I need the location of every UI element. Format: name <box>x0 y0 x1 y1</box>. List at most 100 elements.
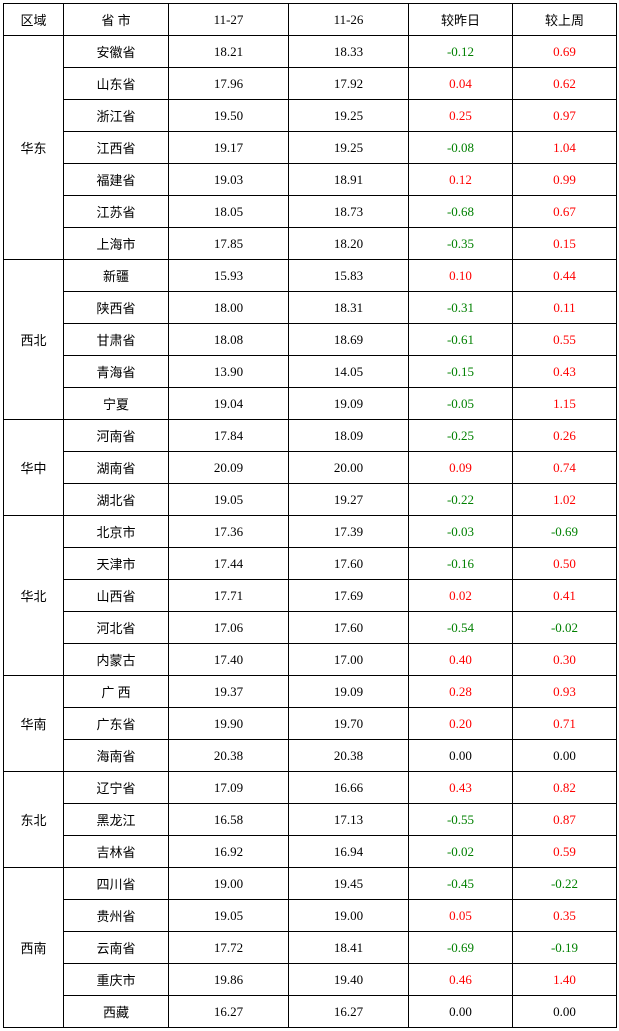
province-cell: 山西省 <box>64 580 169 612</box>
table-header: 区域 省 市 11-27 11-26 较昨日 较上周 <box>4 4 617 36</box>
value-cell-date1: 19.37 <box>169 676 289 708</box>
diff-week-cell: 0.87 <box>513 804 617 836</box>
diff-week-cell: 0.26 <box>513 420 617 452</box>
value-cell-date2: 20.00 <box>289 452 409 484</box>
table-row: 重庆市19.8619.400.461.40 <box>4 964 617 996</box>
diff-day-cell: 0.28 <box>409 676 513 708</box>
table-row: 江西省19.1719.25-0.081.04 <box>4 132 617 164</box>
table-row: 华中河南省17.8418.09-0.250.26 <box>4 420 617 452</box>
table-row: 山西省17.7117.690.020.41 <box>4 580 617 612</box>
value-cell-date2: 19.25 <box>289 132 409 164</box>
province-cell: 北京市 <box>64 516 169 548</box>
value-cell-date1: 16.27 <box>169 996 289 1028</box>
table-row: 宁夏19.0419.09-0.051.15 <box>4 388 617 420</box>
province-cell: 吉林省 <box>64 836 169 868</box>
value-cell-date1: 16.58 <box>169 804 289 836</box>
province-cell: 青海省 <box>64 356 169 388</box>
table-row: 黑龙江16.5817.13-0.550.87 <box>4 804 617 836</box>
diff-week-cell: 0.44 <box>513 260 617 292</box>
value-cell-date2: 17.00 <box>289 644 409 676</box>
diff-week-cell: 0.00 <box>513 996 617 1028</box>
province-cell: 福建省 <box>64 164 169 196</box>
value-cell-date1: 17.40 <box>169 644 289 676</box>
region-cell: 西南 <box>4 868 64 1028</box>
header-row: 区域 省 市 11-27 11-26 较昨日 较上周 <box>4 4 617 36</box>
value-cell-date1: 18.08 <box>169 324 289 356</box>
region-cell: 华南 <box>4 676 64 772</box>
value-cell-date2: 19.27 <box>289 484 409 516</box>
value-cell-date1: 20.38 <box>169 740 289 772</box>
table-row: 陕西省18.0018.31-0.310.11 <box>4 292 617 324</box>
province-cell: 广东省 <box>64 708 169 740</box>
diff-day-cell: 0.10 <box>409 260 513 292</box>
table-row: 西藏16.2716.270.000.00 <box>4 996 617 1028</box>
diff-week-cell: 0.15 <box>513 228 617 260</box>
value-cell-date1: 19.50 <box>169 100 289 132</box>
value-cell-date2: 16.66 <box>289 772 409 804</box>
table-body: 华东安徽省18.2118.33-0.120.69山东省17.9617.920.0… <box>4 36 617 1028</box>
diff-day-cell: 0.12 <box>409 164 513 196</box>
province-cell: 天津市 <box>64 548 169 580</box>
diff-week-cell: 0.69 <box>513 36 617 68</box>
province-cell: 新疆 <box>64 260 169 292</box>
table-row: 西北新疆15.9315.830.100.44 <box>4 260 617 292</box>
table-row: 上海市17.8518.20-0.350.15 <box>4 228 617 260</box>
diff-week-cell: 0.59 <box>513 836 617 868</box>
value-cell-date1: 19.90 <box>169 708 289 740</box>
province-cell: 内蒙古 <box>64 644 169 676</box>
col-header-province: 省 市 <box>64 4 169 36</box>
value-cell-date1: 19.04 <box>169 388 289 420</box>
diff-day-cell: -0.15 <box>409 356 513 388</box>
value-cell-date2: 18.20 <box>289 228 409 260</box>
table-row: 东北辽宁省17.0916.660.430.82 <box>4 772 617 804</box>
value-cell-date2: 18.31 <box>289 292 409 324</box>
diff-day-cell: 0.20 <box>409 708 513 740</box>
diff-day-cell: -0.54 <box>409 612 513 644</box>
value-cell-date2: 14.05 <box>289 356 409 388</box>
province-cell: 黑龙江 <box>64 804 169 836</box>
table-row: 甘肃省18.0818.69-0.610.55 <box>4 324 617 356</box>
table-row: 吉林省16.9216.94-0.020.59 <box>4 836 617 868</box>
diff-day-cell: 0.05 <box>409 900 513 932</box>
region-cell: 华北 <box>4 516 64 676</box>
value-cell-date2: 19.45 <box>289 868 409 900</box>
province-cell: 上海市 <box>64 228 169 260</box>
region-cell: 华东 <box>4 36 64 260</box>
diff-day-cell: 0.40 <box>409 644 513 676</box>
value-cell-date2: 17.39 <box>289 516 409 548</box>
province-cell: 浙江省 <box>64 100 169 132</box>
diff-week-cell: 0.35 <box>513 900 617 932</box>
diff-day-cell: -0.31 <box>409 292 513 324</box>
province-cell: 安徽省 <box>64 36 169 68</box>
province-cell: 广 西 <box>64 676 169 708</box>
table-row: 海南省20.3820.380.000.00 <box>4 740 617 772</box>
table-row: 福建省19.0318.910.120.99 <box>4 164 617 196</box>
diff-day-cell: -0.68 <box>409 196 513 228</box>
diff-week-cell: -0.22 <box>513 868 617 900</box>
province-cell: 湖南省 <box>64 452 169 484</box>
province-cell: 甘肃省 <box>64 324 169 356</box>
value-cell-date1: 17.71 <box>169 580 289 612</box>
table-row: 华东安徽省18.2118.33-0.120.69 <box>4 36 617 68</box>
table-row: 西南四川省19.0019.45-0.45-0.22 <box>4 868 617 900</box>
value-cell-date1: 17.06 <box>169 612 289 644</box>
value-cell-date2: 17.13 <box>289 804 409 836</box>
value-cell-date1: 19.03 <box>169 164 289 196</box>
diff-week-cell: 1.04 <box>513 132 617 164</box>
province-cell: 宁夏 <box>64 388 169 420</box>
region-cell: 华中 <box>4 420 64 516</box>
diff-week-cell: -0.02 <box>513 612 617 644</box>
diff-week-cell: 0.00 <box>513 740 617 772</box>
diff-week-cell: 1.15 <box>513 388 617 420</box>
diff-day-cell: 0.02 <box>409 580 513 612</box>
value-cell-date1: 17.96 <box>169 68 289 100</box>
diff-day-cell: -0.05 <box>409 388 513 420</box>
value-cell-date1: 17.44 <box>169 548 289 580</box>
diff-day-cell: -0.61 <box>409 324 513 356</box>
value-cell-date2: 18.91 <box>289 164 409 196</box>
diff-week-cell: 1.40 <box>513 964 617 996</box>
diff-day-cell: 0.00 <box>409 740 513 772</box>
col-header-diff-week: 较上周 <box>513 4 617 36</box>
value-cell-date2: 17.69 <box>289 580 409 612</box>
value-cell-date2: 16.27 <box>289 996 409 1028</box>
